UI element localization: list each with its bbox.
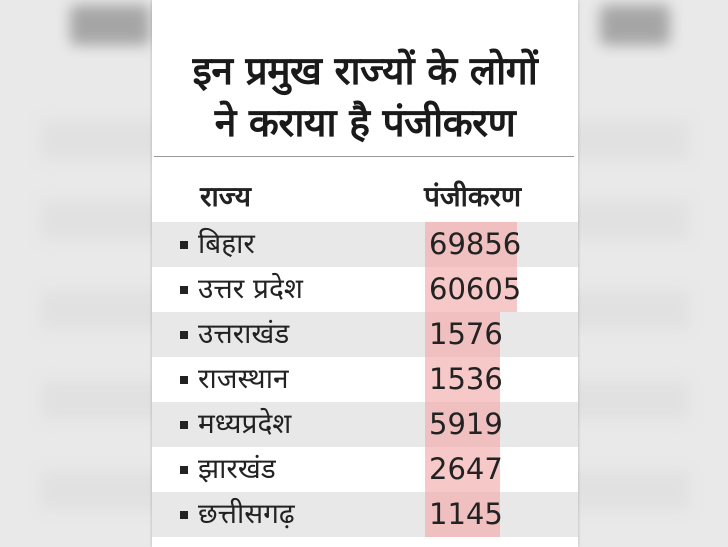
table-row: राजस्थान 1536	[152, 357, 578, 402]
registration-value: 69856	[429, 227, 522, 261]
registration-value: 60605	[429, 272, 522, 306]
registration-cell: 1576	[425, 312, 503, 357]
bullet-icon	[180, 241, 188, 249]
headline: इन प्रमुख राज्यों के लोगों ने कराया है प…	[162, 46, 568, 150]
table-row: उत्तर प्रदेश 60605	[152, 267, 578, 312]
infographic-card: इन प्रमुख राज्यों के लोगों ने कराया है प…	[152, 0, 578, 547]
column-header-registration: पंजीकरण	[424, 180, 522, 213]
headline-line-2: ने कराया है पंजीकरण	[214, 101, 516, 146]
registration-value: 1576	[429, 317, 503, 351]
state-name: बिहार	[198, 227, 255, 260]
bullet-icon	[180, 376, 188, 384]
bullet-icon	[180, 286, 188, 294]
registration-value: 1145	[429, 497, 503, 531]
registration-cell: 1145	[425, 492, 503, 537]
registration-cell: 69856	[425, 222, 521, 267]
headline-line-1: इन प्रमुख राज्यों के लोगों	[192, 49, 538, 94]
state-name: झारखंड	[198, 452, 276, 485]
registration-value: 5919	[429, 407, 503, 441]
table-row: उत्तराखंड 1576	[152, 312, 578, 357]
state-name: मध्यप्रदेश	[198, 407, 292, 440]
bullet-icon	[180, 421, 188, 429]
table-row: छत्तीसगढ़ 1145	[152, 492, 578, 537]
column-header-state: राज्य	[200, 180, 251, 213]
state-name: राजस्थान	[198, 362, 289, 395]
state-name: छत्तीसगढ़	[198, 497, 295, 530]
table-row: झारखंड 2647	[152, 447, 578, 492]
registration-value: 1536	[429, 362, 503, 396]
registration-cell: 5919	[425, 402, 503, 447]
registration-cell: 1536	[425, 357, 503, 402]
registration-cell: 60605	[425, 267, 521, 312]
table-row: मध्यप्रदेश 5919	[152, 402, 578, 447]
bullet-icon	[180, 331, 188, 339]
table-row: बिहार 69856	[152, 222, 578, 267]
registration-cell: 2647	[425, 447, 503, 492]
state-name: उत्तर प्रदेश	[198, 272, 303, 305]
divider	[154, 156, 574, 157]
state-name: उत्तराखंड	[198, 317, 290, 350]
bullet-icon	[180, 511, 188, 519]
bullet-icon	[180, 466, 188, 474]
registration-value: 2647	[429, 452, 503, 486]
